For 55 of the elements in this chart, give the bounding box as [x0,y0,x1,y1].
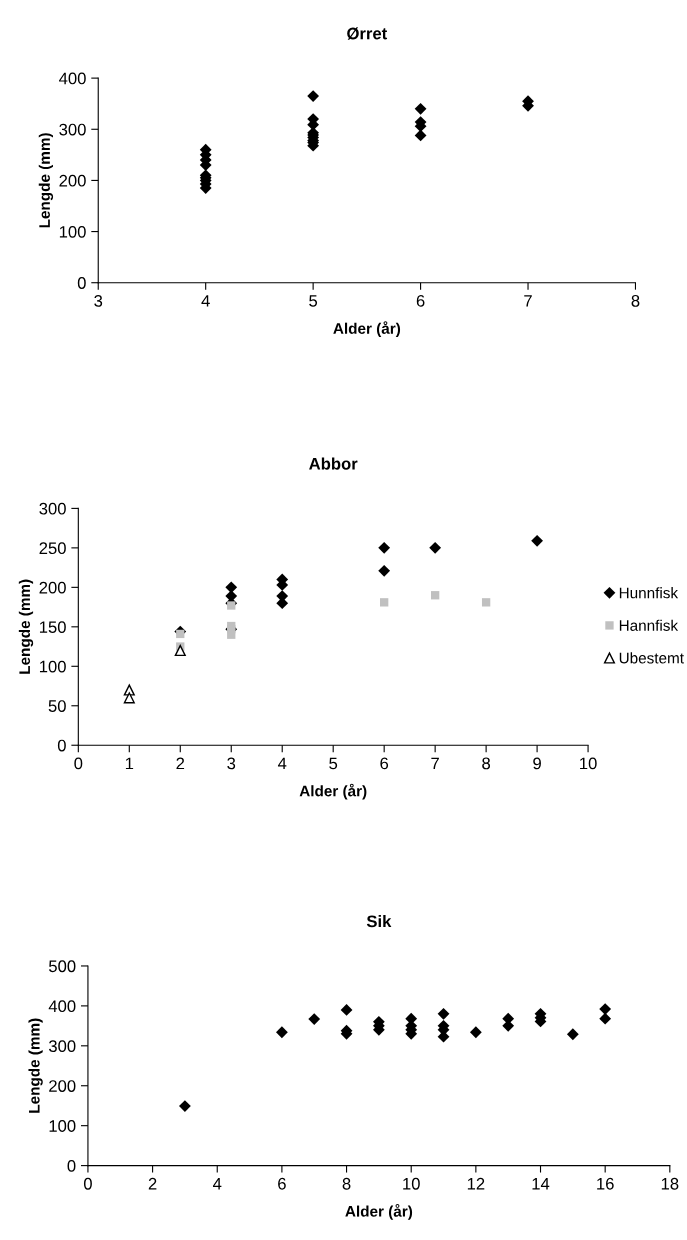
x-tick-label: 12 [467,1177,485,1190]
x-tick-label: 10 [580,757,597,770]
y-tick-label: 150 [39,621,66,634]
legend-label: Hunnfisk [619,587,679,599]
y-tick-label: 200 [59,174,86,187]
y-tick-label: 400 [48,1000,76,1013]
y-tick-label: 300 [48,1040,76,1053]
y-tick-label: 300 [39,502,66,515]
x-tick-label: 3 [94,294,103,307]
x-tick-label: 6 [278,1177,286,1190]
x-tick-label: 4 [277,757,287,770]
x-tick-label: 18 [661,1177,679,1190]
x-tick-label: 8 [482,757,491,770]
x-tick-label: 2 [176,757,185,770]
y-tick-label: 0 [57,739,66,752]
x-tick-label: 5 [309,295,318,307]
x-tick-label: 10 [403,1177,420,1190]
y-tick-label: 100 [59,225,86,238]
x-tick-label: 14 [532,1178,550,1190]
x-axis-title: Alder (år) [299,783,367,800]
chart-title: Abbor [309,457,358,470]
x-tick-label: 16 [597,1177,614,1190]
y-tick-label: 100 [39,660,66,673]
x-tick-label: 6 [416,294,425,307]
y-axis-title: Lengde (mm) [38,133,54,228]
y-tick-label: 100 [49,1120,76,1132]
x-tick-label: 2 [148,1177,157,1190]
x-axis-title: Alder (år) [333,321,401,337]
x-tick-label: 8 [342,1177,351,1190]
y-tick-label: 200 [39,581,66,594]
x-tick-label: 4 [212,1178,222,1190]
x-tick-label: 3 [227,757,236,770]
y-tick-label: 400 [59,72,86,85]
x-tick-label: 6 [380,757,389,770]
y-axis-title: Lengde (mm) [18,579,34,674]
x-tick-label: 7 [431,757,439,770]
y-tick-label: 250 [39,542,66,555]
x-tick-label: 5 [329,757,338,770]
x-tick-label: 8 [631,294,640,307]
y-tick-label: 500 [48,960,76,973]
chart-title: Ørret [347,27,388,40]
x-tick-label: 9 [533,757,541,770]
y-tick-label: 300 [59,123,86,136]
y-axis-title: Lengde (mm) [28,1018,43,1113]
x-tick-label: 7 [524,295,532,307]
y-tick-label: 200 [49,1080,76,1092]
x-axis-title: Alder (år) [345,1204,413,1220]
x-tick-label: 4 [201,295,210,307]
chart-title: Sik [366,914,392,928]
x-tick-label: 1 [125,757,134,770]
y-tick-label: 50 [48,700,66,712]
y-tick-label: 0 [77,277,86,289]
y-tick-label: 0 [67,1160,76,1172]
legend-label: Hannfisk [619,619,679,631]
legend-label: Ubestemt [619,652,684,664]
